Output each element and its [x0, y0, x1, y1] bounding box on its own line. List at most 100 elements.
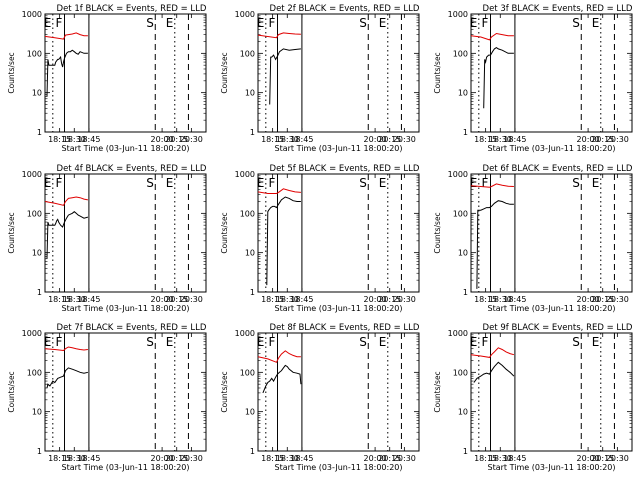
x-tick-label: 18:30 — [276, 295, 299, 304]
y-tick-label: 10 — [245, 408, 255, 417]
marker-label: S — [359, 16, 367, 30]
marker-label: E — [470, 176, 478, 190]
y-axis-label: Counts/sec — [433, 212, 442, 253]
x-tick-label: 18:45 — [503, 135, 526, 144]
x-tick-label: 20:00 — [577, 454, 600, 463]
y-tick-label: 100 — [27, 49, 42, 58]
y-tick-label: 10 — [458, 249, 468, 258]
plot-frame — [257, 13, 420, 133]
panel-title: Det 6f BLACK = Events, RED = LLD — [483, 164, 633, 174]
y-tick-label: 1000 — [235, 329, 255, 338]
y-tick-label: 1 — [37, 288, 42, 297]
plot-frame — [470, 332, 633, 452]
marker-label: E — [166, 335, 174, 349]
x-tick-label: 18:45 — [290, 135, 313, 144]
events-series-line — [46, 211, 89, 259]
panel-title: Det 8f BLACK = Events, RED = LLD — [270, 323, 420, 333]
x-tick-label: 20:30 — [393, 135, 416, 144]
x-tick-label: 18:15 — [474, 295, 497, 304]
panel-title: Det 4f BLACK = Events, RED = LLD — [57, 164, 207, 174]
y-tick-label: 10 — [458, 89, 468, 98]
x-tick-label: 18:15 — [261, 295, 284, 304]
x-tick-label: 18:30 — [489, 454, 512, 463]
y-tick-label: 100 — [240, 209, 255, 218]
y-tick-label: 1000 — [235, 170, 255, 179]
x-tick-label: 20:00 — [151, 135, 174, 144]
events-series-line — [476, 200, 514, 289]
marker-label: F — [482, 176, 489, 190]
x-tick-label: 18:15 — [474, 135, 497, 144]
marker-label: E — [44, 335, 52, 349]
marker-label: E — [257, 16, 265, 30]
y-tick-label: 1 — [37, 128, 42, 137]
marker-label: F — [56, 176, 63, 190]
x-tick-label: 18:45 — [503, 454, 526, 463]
x-tick-label: 18:30 — [63, 295, 86, 304]
events-series-line — [483, 46, 514, 109]
y-tick-label: 10 — [245, 249, 255, 258]
marker-label: S — [572, 16, 580, 30]
marker-label: F — [269, 176, 276, 190]
lld-series-line — [257, 188, 301, 194]
marker-label: S — [359, 335, 367, 349]
marker-label: E — [379, 335, 387, 349]
marker-label: S — [146, 335, 154, 349]
y-axis-label: Counts/sec — [220, 52, 229, 93]
x-tick-label: 18:15 — [474, 454, 497, 463]
marker-label: E — [592, 176, 600, 190]
x-axis-label: Start Time (03-Jun-11 18:00:20) — [275, 463, 403, 472]
panel-title: Det 2f BLACK = Events, RED = LLD — [270, 4, 420, 14]
x-tick-label: 18:45 — [77, 295, 100, 304]
x-tick-label: 20:15 — [591, 454, 614, 463]
marker-label: E — [257, 176, 265, 190]
events-series-line — [46, 367, 89, 389]
y-axis-label: Counts/sec — [220, 212, 229, 253]
x-tick-label: 20:00 — [151, 295, 174, 304]
x-tick-label: 18:30 — [63, 135, 86, 144]
x-tick-label: 18:30 — [276, 454, 299, 463]
plot-frame — [470, 13, 633, 133]
x-tick-label: 18:30 — [489, 295, 512, 304]
y-tick-label: 1 — [250, 447, 255, 456]
x-tick-label: 18:45 — [503, 295, 526, 304]
y-tick-label: 100 — [240, 368, 255, 377]
plot-frame — [257, 173, 420, 293]
x-tick-label: 20:30 — [180, 135, 203, 144]
y-tick-label: 1000 — [22, 170, 42, 179]
y-tick-label: 100 — [240, 49, 255, 58]
y-tick-label: 100 — [453, 49, 468, 58]
events-series-line — [269, 48, 301, 105]
x-tick-label: 20:30 — [606, 454, 629, 463]
plot-frame — [44, 173, 207, 293]
y-tick-label: 10 — [245, 89, 255, 98]
x-tick-label: 18:15 — [48, 454, 71, 463]
marker-label: E — [44, 176, 52, 190]
x-tick-label: 18:30 — [63, 454, 86, 463]
x-tick-label: 20:00 — [364, 135, 387, 144]
events-series-line — [473, 361, 515, 383]
x-tick-label: 20:00 — [151, 454, 174, 463]
y-tick-label: 10 — [32, 408, 42, 417]
x-tick-label: 20:15 — [165, 454, 188, 463]
marker-label: E — [379, 176, 387, 190]
marker-label: F — [482, 335, 489, 349]
y-tick-label: 1000 — [448, 170, 468, 179]
x-tick-label: 20:15 — [378, 295, 401, 304]
y-tick-label: 10 — [458, 408, 468, 417]
y-tick-label: 10 — [32, 89, 42, 98]
x-tick-label: 20:30 — [180, 295, 203, 304]
lld-series-line — [44, 32, 88, 40]
marker-label: E — [592, 335, 600, 349]
plot-frame — [44, 332, 207, 452]
marker-label: S — [572, 176, 580, 190]
x-axis-label: Start Time (03-Jun-11 18:00:20) — [62, 304, 190, 313]
events-series-line — [266, 196, 301, 286]
lld-series-line — [44, 346, 88, 352]
x-tick-label: 18:45 — [290, 454, 313, 463]
x-tick-label: 20:30 — [393, 454, 416, 463]
y-tick-label: 1 — [250, 288, 255, 297]
panel-title: Det 5f BLACK = Events, RED = LLD — [270, 164, 420, 174]
x-tick-label: 20:30 — [393, 295, 416, 304]
marker-label: E — [166, 176, 174, 190]
